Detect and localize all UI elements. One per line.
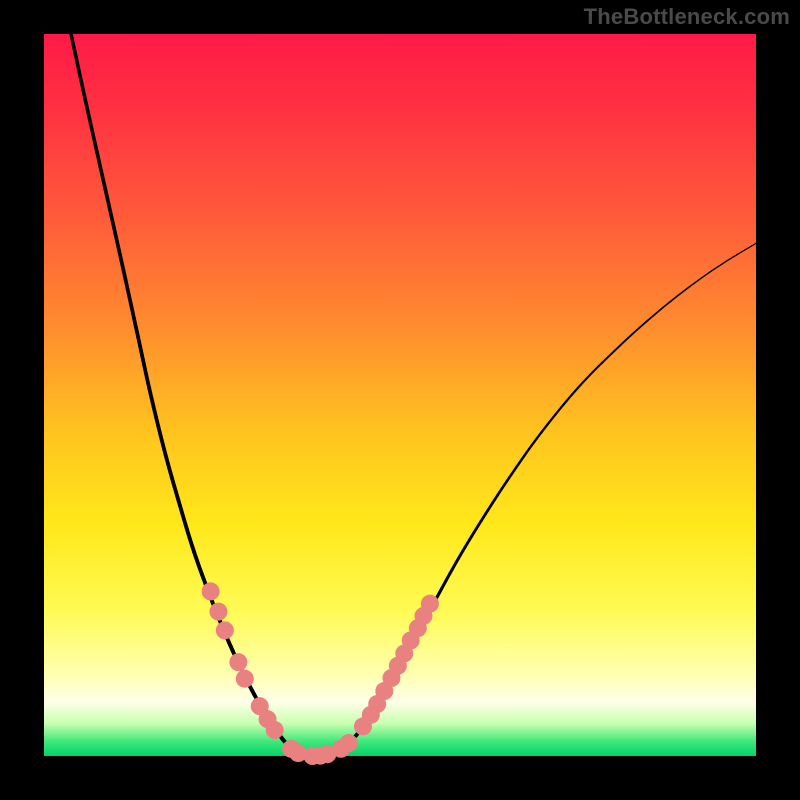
data-marker [421, 595, 439, 613]
data-marker [202, 582, 220, 600]
data-marker [236, 670, 254, 688]
data-marker [340, 734, 358, 752]
bottleneck-curve-chart [0, 0, 800, 800]
data-marker [266, 721, 284, 739]
data-marker [216, 621, 234, 639]
data-marker [229, 653, 247, 671]
chart-container: TheBottleneck.com [0, 0, 800, 800]
data-marker [209, 603, 227, 621]
